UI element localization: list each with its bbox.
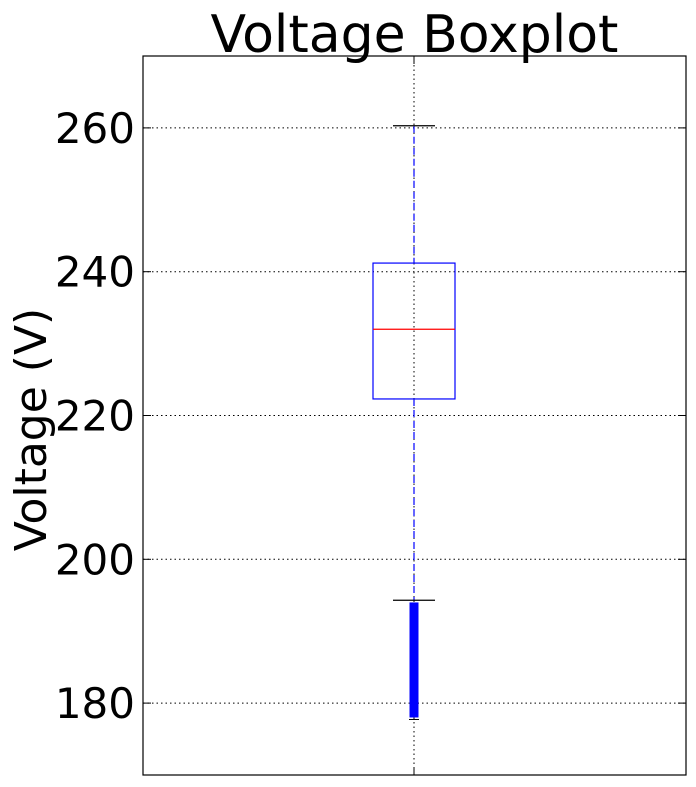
outlier-markers bbox=[409, 602, 419, 718]
y-axis-label: Voltage (V) bbox=[6, 308, 57, 551]
y-tick-label: 200 bbox=[55, 535, 135, 584]
iqr-box bbox=[372, 262, 456, 400]
y-axis-ticks: 180 200 220 240 260 bbox=[55, 56, 686, 775]
y-tick-label: 220 bbox=[55, 392, 135, 441]
y-tick-label: 180 bbox=[55, 679, 135, 728]
y-tick-label: 260 bbox=[55, 104, 135, 153]
y-tick-label: 240 bbox=[55, 248, 135, 297]
chart-title: Voltage Boxplot bbox=[211, 5, 619, 65]
boxplot bbox=[372, 125, 456, 720]
